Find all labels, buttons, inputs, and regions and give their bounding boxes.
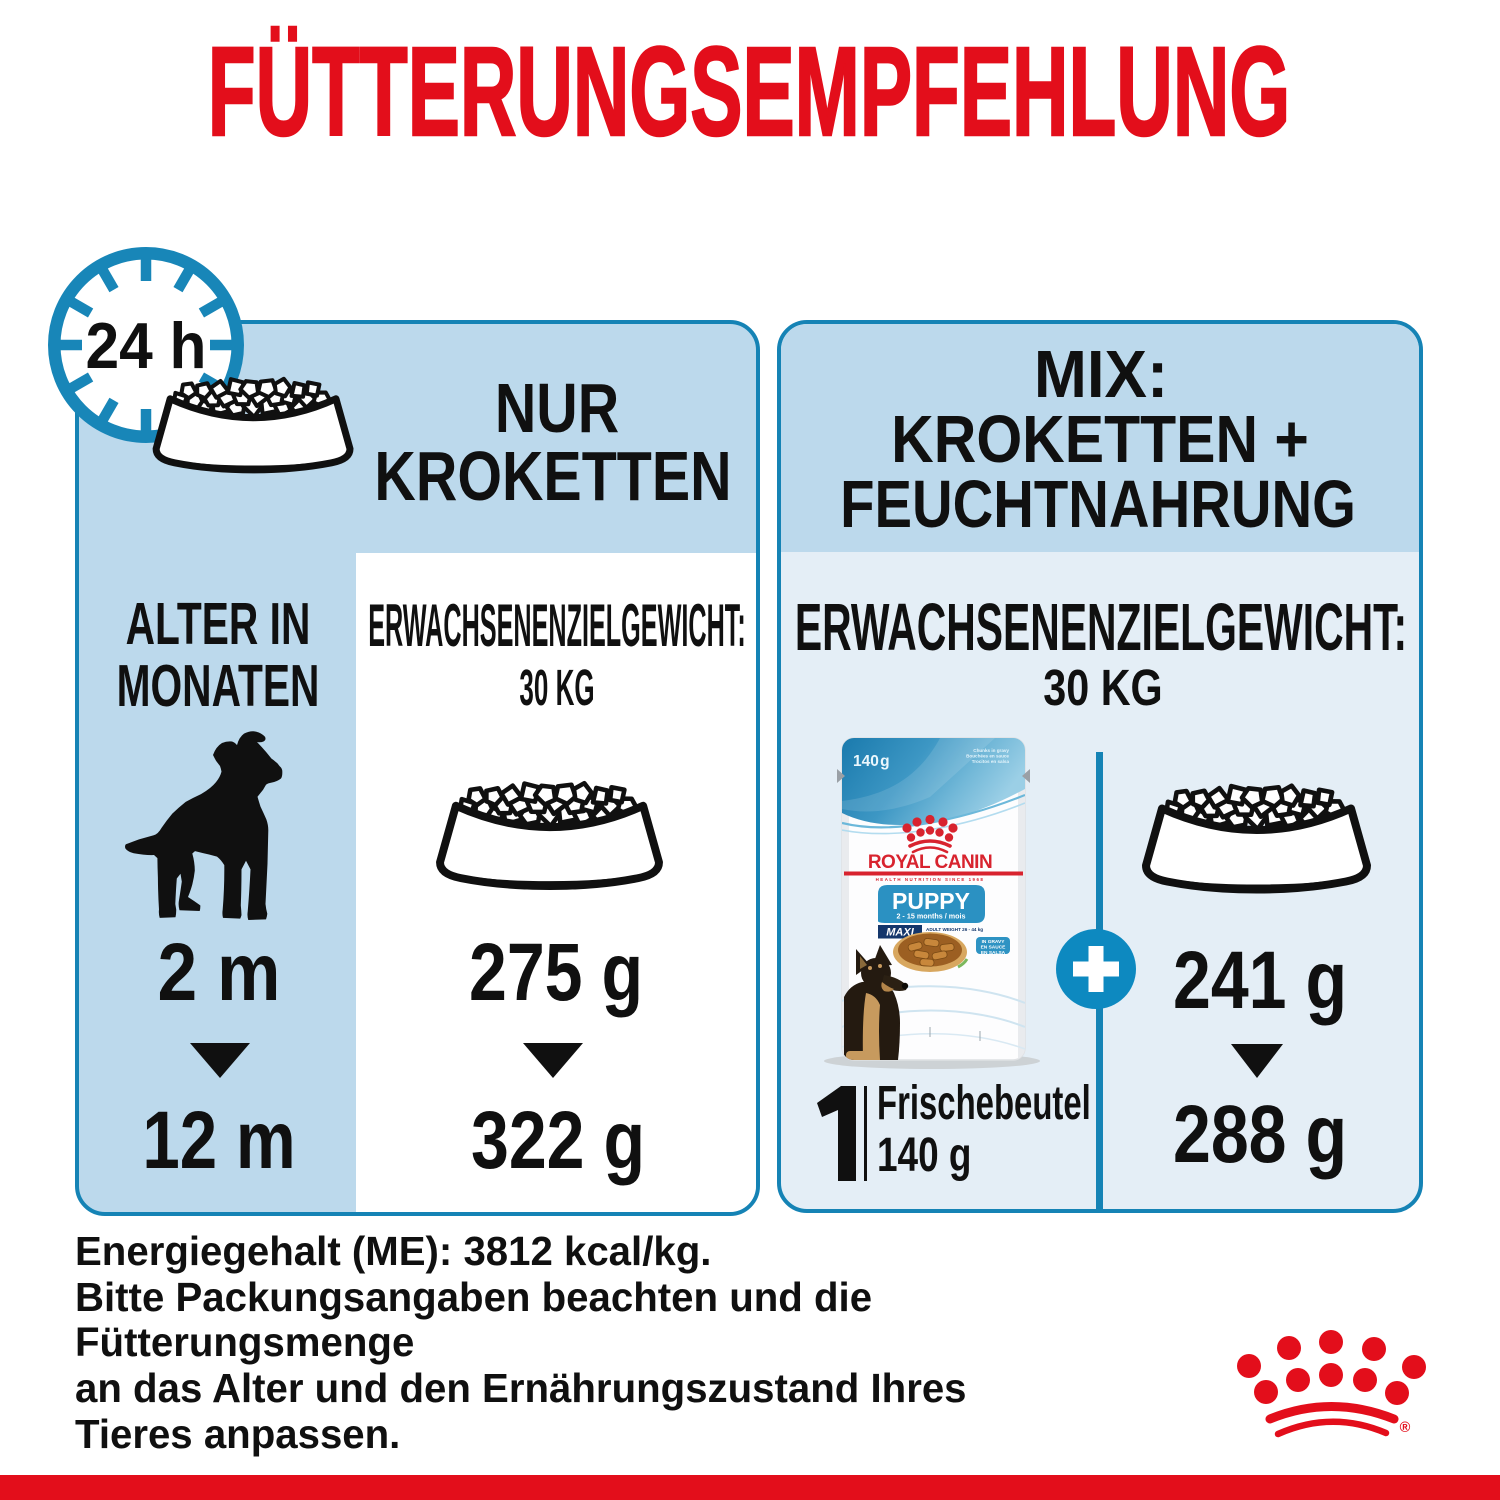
svg-text:ROYAL CANIN: ROYAL CANIN <box>868 852 992 873</box>
svg-text:EN SAUCE: EN SAUCE <box>981 945 1007 951</box>
svg-text:MAXI: MAXI <box>886 927 914 939</box>
svg-text:PUPPY: PUPPY <box>892 888 970 914</box>
svg-text:HEALTH NUTRITION SINCE 1968: HEALTH NUTRITION SINCE 1968 <box>876 877 985 882</box>
svg-text:Bouchées en sauce: Bouchées en sauce <box>966 754 1009 759</box>
svg-text:2 - 15 months / mois: 2 - 15 months / mois <box>896 912 965 921</box>
svg-text:140 g: 140 g <box>853 753 890 770</box>
svg-text:ADULT WEIGHT 26 - 44 kg: ADULT WEIGHT 26 - 44 kg <box>926 927 983 932</box>
svg-text:Chunks in gravy: Chunks in gravy <box>973 748 1009 753</box>
svg-text:IN GRAVY: IN GRAVY <box>982 939 1006 945</box>
svg-text:EN SALSA: EN SALSA <box>981 950 1006 956</box>
svg-text:Trocitos en salsa: Trocitos en salsa <box>972 759 1010 764</box>
svg-text:®: ® <box>1400 1420 1411 1436</box>
